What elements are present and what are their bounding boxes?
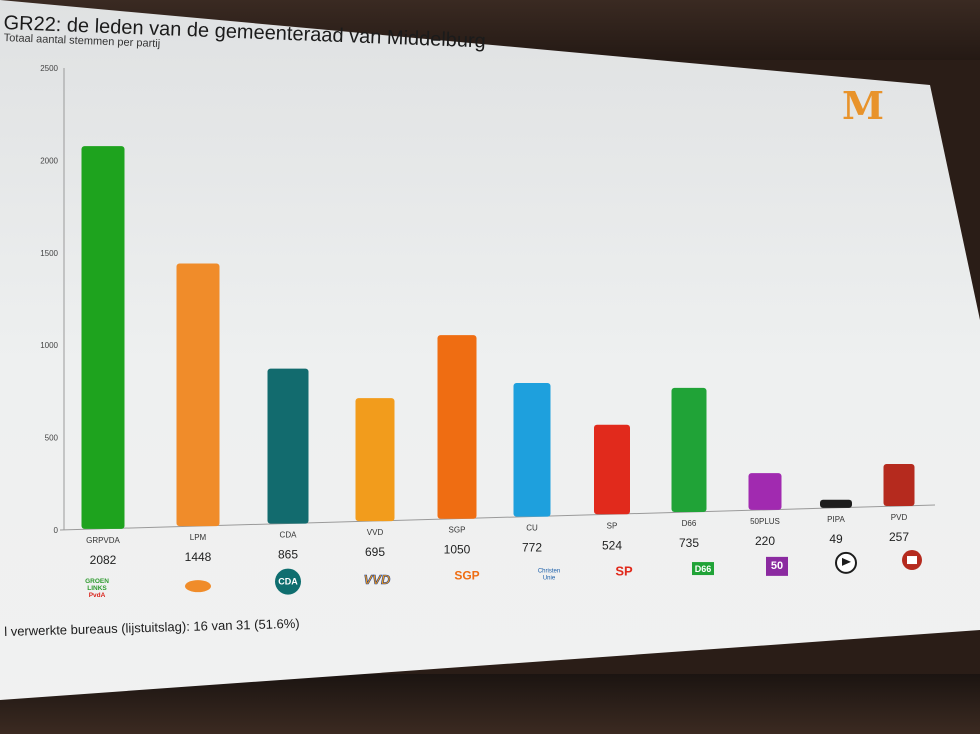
logo-shape [766, 556, 788, 576]
sp-logo: SP [615, 563, 633, 578]
data-label: 1448 [185, 550, 212, 564]
bar-pvd [883, 463, 915, 507]
data-label: 865 [278, 548, 298, 562]
logo-text: 50 [771, 560, 783, 572]
x-tick-label: PIPA [827, 515, 845, 524]
cda-logo: CDA [275, 568, 301, 595]
logo-text: PvdA [89, 592, 106, 599]
logo-shape [692, 562, 714, 576]
logo-text: Christen [538, 569, 560, 575]
x-tick-label: SGP [449, 526, 466, 535]
logo-text: SGP [454, 569, 479, 583]
logo-text: D66 [695, 564, 712, 574]
data-label: 49 [829, 532, 843, 546]
d66-logo: D66 [692, 562, 714, 576]
data-label: 220 [755, 534, 775, 548]
data-label: 257 [889, 530, 909, 544]
data-label: 1050 [444, 543, 471, 557]
x-tick-label: CU [526, 524, 538, 533]
x-tick-label: PVD [891, 513, 908, 522]
x-tick-label: D66 [682, 519, 697, 528]
logo-shape [275, 568, 301, 595]
pipa-logo [835, 551, 857, 574]
logo-text: GROEN [85, 578, 109, 585]
lpm-logo [185, 580, 211, 593]
logo-text: SP [615, 563, 633, 578]
data-label: 2082 [90, 553, 117, 567]
x-tick-label: LPM [190, 533, 207, 542]
bar-vvd [355, 398, 395, 522]
sgp-logo: SGP [454, 569, 479, 583]
logo-text: Unie [543, 576, 556, 582]
logo-text: CDA [278, 577, 298, 587]
y-tick-label: 1500 [40, 249, 58, 258]
logo-text: LINKS [87, 585, 107, 592]
data-label: 695 [365, 545, 385, 559]
bar-sp [594, 424, 630, 515]
data-label: 772 [522, 541, 542, 555]
municipality-logo: M [841, 83, 885, 128]
bar-pipa [820, 499, 852, 508]
pvd-logo [902, 550, 922, 571]
50plus-logo: 50 [766, 556, 788, 576]
bar-50plus [748, 473, 782, 510]
y-tick-label: 2000 [40, 156, 58, 165]
y-tick-label: 0 [54, 526, 59, 535]
y-tick-label: 1000 [40, 341, 58, 350]
x-tick-label: VVD [367, 528, 384, 537]
logo-letter: M [841, 83, 885, 128]
logo-shape [907, 556, 917, 565]
bar-cda [267, 368, 309, 524]
data-label: 735 [679, 536, 699, 550]
y-tick-label: 500 [45, 434, 59, 443]
x-tick-label: GRPVDA [86, 536, 120, 545]
logo-shape [185, 580, 211, 593]
bar-grpvda [81, 146, 125, 529]
bar-sgp [437, 335, 477, 519]
y-tick-label: 2500 [40, 64, 58, 73]
x-tick-label: SP [607, 521, 618, 530]
vvd-logo: VVD [363, 572, 391, 588]
logo-text: VVD [364, 572, 391, 587]
bar-lpm [176, 263, 220, 527]
bar-d66 [671, 387, 707, 513]
x-tick-label: CDA [280, 531, 298, 540]
data-label: 524 [602, 538, 622, 552]
logo-shape [842, 557, 851, 566]
bar-cu [513, 383, 551, 517]
x-tick-label: 50PLUS [750, 517, 780, 526]
